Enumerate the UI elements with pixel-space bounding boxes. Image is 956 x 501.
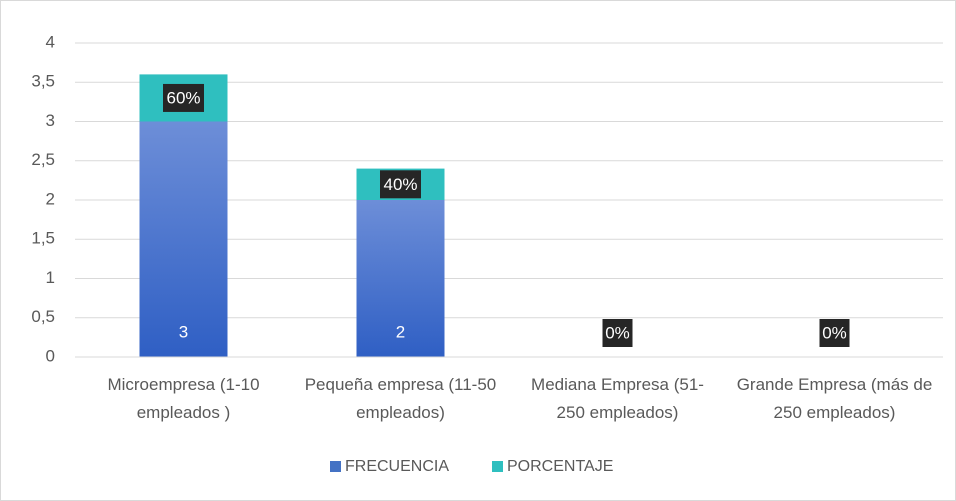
data-label-box	[819, 319, 850, 347]
y-tick-label: 0,5	[31, 307, 55, 326]
legend-label: FRECUENCIA	[345, 458, 449, 475]
data-label-box	[380, 170, 421, 199]
x-tick-label: Grande Empresa (más de 250 empleados)	[736, 375, 933, 422]
y-tick-label: 1	[46, 268, 55, 287]
data-label: 40%	[383, 175, 417, 194]
legend-swatch	[330, 461, 341, 472]
bar-segment	[139, 121, 228, 357]
y-tick-label: 3	[46, 111, 55, 130]
data-label: 0%	[605, 323, 630, 342]
x-tick-label: Microempresa (1-10 empleados )	[107, 375, 260, 422]
legend-swatch	[492, 461, 503, 472]
legend-label: PORCENTAJE	[507, 458, 613, 475]
y-tick-label: 0	[46, 346, 55, 365]
y-tick-label: 1,5	[31, 229, 55, 248]
data-label-box	[602, 319, 633, 347]
data-label: 60%	[166, 88, 200, 107]
x-tick-label: Pequeña empresa (11-50 empleados)	[304, 375, 497, 422]
data-label: 3	[179, 322, 188, 341]
y-tick-label: 3,5	[31, 72, 55, 91]
data-label: 2	[396, 322, 405, 341]
y-tick-label: 2,5	[31, 150, 55, 169]
y-tick-label: 2	[46, 189, 55, 208]
x-tick-label: Mediana Empresa (51-250 empleados)	[531, 375, 704, 422]
data-label-box	[163, 83, 204, 112]
y-tick-label: 4	[46, 32, 55, 51]
bar-segment	[356, 200, 445, 357]
data-label: 0%	[822, 323, 847, 342]
